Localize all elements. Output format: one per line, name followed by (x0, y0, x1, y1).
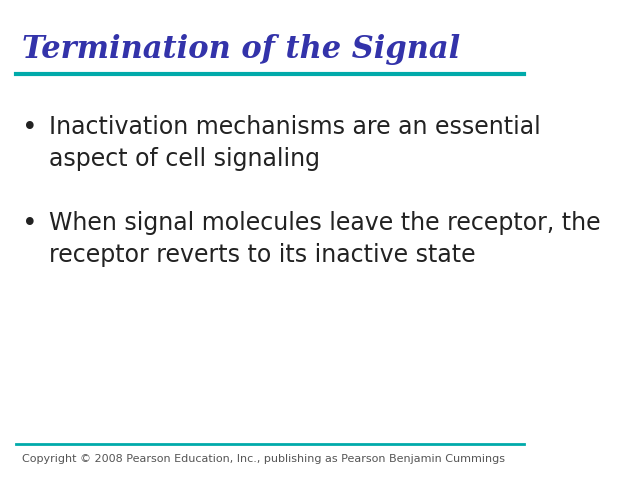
Text: Copyright © 2008 Pearson Education, Inc., publishing as Pearson Benjamin Cumming: Copyright © 2008 Pearson Education, Inc.… (22, 454, 504, 464)
Text: •: • (22, 115, 37, 141)
Text: Termination of the Signal: Termination of the Signal (22, 34, 460, 65)
Text: When signal molecules leave the receptor, the
receptor reverts to its inactive s: When signal molecules leave the receptor… (49, 211, 600, 267)
Text: •: • (22, 211, 37, 237)
Text: Inactivation mechanisms are an essential
aspect of cell signaling: Inactivation mechanisms are an essential… (49, 115, 540, 171)
